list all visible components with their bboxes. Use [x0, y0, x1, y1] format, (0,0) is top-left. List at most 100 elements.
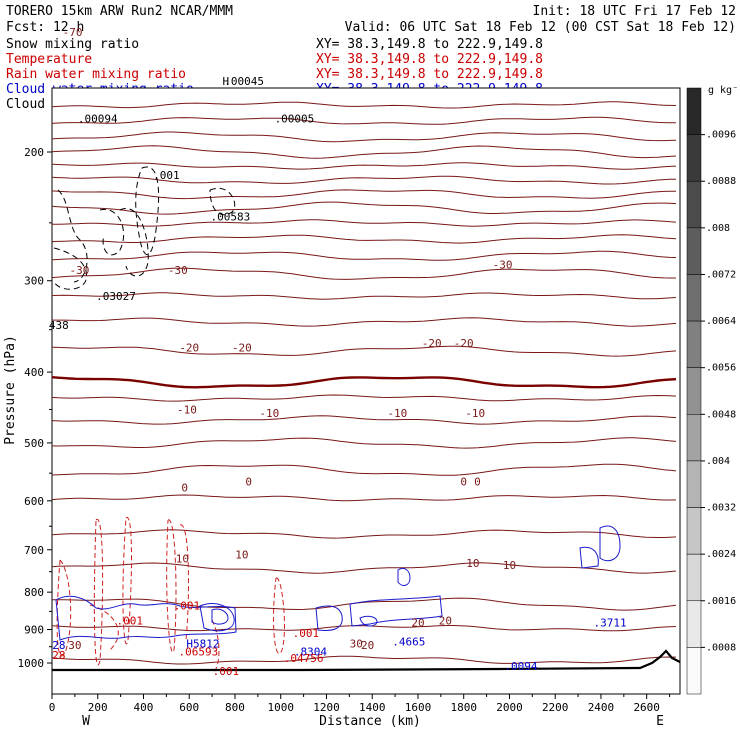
rain-contour: [166, 519, 177, 653]
temperature-contour: [51, 345, 677, 357]
temperature-contour: [51, 394, 677, 402]
mixing-ratio-label: .3711: [594, 616, 627, 629]
rain-contours: [56, 517, 285, 673]
colorbar: .0096 .0088 .008 .0072 .0064 .0056 .0048 .004 .0…: [686, 87, 736, 695]
temperature-labels: -70-30 -30 -30-20 -20 -20 -20-10 -10 -10 -100 0 0 0…: [63, 26, 516, 652]
temperature-contour: [52, 219, 677, 227]
cloud-water-contour: [579, 546, 599, 569]
temperature-label: 0: [474, 476, 481, 489]
colorbar-tick-label: .0096: [706, 130, 736, 141]
x-tick-label: 1000: [267, 701, 294, 714]
mixing-ratio-label: .00005: [275, 113, 315, 126]
header-init-time: Init: 18 UTC Fri 17 Feb 12: [533, 4, 737, 19]
temperature-contour: [51, 415, 677, 425]
temperature-label: -20: [232, 341, 252, 354]
header-forecast-hour: Fcst: 12 h: [6, 20, 84, 35]
temperature-contour: [51, 131, 677, 143]
rain-contour: [179, 524, 189, 641]
temperature-label: -20: [179, 341, 199, 354]
temperature-label: -10: [177, 403, 197, 416]
x-tick-label: 600: [179, 701, 199, 714]
rain-contour: [122, 517, 132, 645]
snow-ice-contour: [99, 208, 125, 256]
temperature-label: 10: [466, 557, 479, 570]
field-name: Temperature: [6, 52, 92, 67]
temperature-label: 20: [411, 616, 424, 629]
temperature-contour: [51, 437, 677, 449]
snow-ice-contour: [57, 189, 88, 283]
temperature-label: -10: [465, 407, 485, 420]
plot-area: -70-30 -30 -30-20 -20 -20 -20-10 -10 -10 -100 0 0 0…: [49, 26, 681, 695]
temperature-contour: [51, 292, 677, 300]
cloud-water-contour: [211, 608, 229, 625]
colorbar-swatch: [686, 274, 702, 322]
mixing-ratio-label: .001: [293, 627, 320, 640]
mixing-ratio-label: .00583: [211, 210, 251, 223]
y-axis-label: Pressure (hPa): [3, 335, 18, 445]
colorbar-swatch: [686, 180, 702, 229]
cloud-water-contour: [349, 595, 443, 627]
temperature-contour: [51, 189, 676, 200]
snow-ice-contour: [119, 207, 149, 277]
y-tick-label: 600: [24, 495, 44, 508]
terrain-line: [52, 649, 681, 672]
colorbar-tick-label: .0008: [706, 642, 736, 653]
colorbar-swatch: [686, 600, 702, 648]
temperature-label: -70: [63, 26, 83, 39]
mixing-ratio-label: 438: [49, 319, 69, 332]
x-axis-right-endpoint: E: [656, 714, 664, 729]
colorbar-tick-label: .0016: [706, 596, 736, 607]
temperature-label: 20: [439, 615, 452, 628]
snow-ice-contour: [209, 187, 236, 216]
x-tick-label: 2000: [496, 701, 523, 714]
mixing-ratio-label: .0094: [504, 660, 537, 673]
temperature-label: 20: [361, 639, 374, 652]
cloud-water-contour: [55, 595, 237, 641]
colorbar-tick-label: .0064: [706, 316, 736, 327]
temperature-zero-contour: [51, 376, 677, 389]
temperature-label: 0: [460, 476, 467, 489]
header-valid-time: Valid: 06 UTC Sat 18 Feb 12 (00 CST Sat …: [345, 20, 736, 35]
mixing-ratio-label: .001: [117, 615, 144, 628]
temperature-label: 10: [503, 559, 516, 572]
x-tick-label: 1600: [405, 701, 432, 714]
colorbar-tick-label: .0048: [706, 409, 736, 420]
y-tick-label: 500: [24, 437, 44, 450]
temperature-label: -20: [454, 337, 474, 350]
colorbar-swatch: [686, 87, 702, 135]
cloud-water-contour: [397, 567, 411, 586]
snow-ice-contour: [53, 247, 87, 290]
colorbar-swatch: [686, 367, 702, 415]
temperature-label: 10: [235, 548, 248, 561]
cloud-water-contour: [199, 603, 235, 632]
y-tick-label: 700: [24, 544, 44, 557]
mixing-ratio-label: .001: [174, 600, 201, 613]
x-tick-label: 2400: [588, 701, 615, 714]
x-tick-label: 2600: [633, 701, 660, 714]
colorbar-swatch: [686, 320, 702, 368]
y-tick-label: 400: [24, 366, 44, 379]
temperature-contour: [51, 175, 677, 185]
temperature-contour: [51, 267, 676, 280]
y-tick-label: 800: [24, 586, 44, 599]
x-tick-label: 400: [134, 701, 154, 714]
x-tick-label: 200: [88, 701, 108, 714]
x-tick-label: 1200: [313, 701, 340, 714]
colorbar-tick-label: .0024: [706, 549, 736, 560]
mixing-ratio-label: .001: [213, 665, 240, 678]
mixing-ratio-label: .00094: [78, 113, 118, 126]
temperature-contours: [51, 101, 677, 665]
temperature-label: -10: [387, 407, 407, 420]
field-name: Snow mixing ratio: [6, 37, 139, 52]
temperature-label: 30: [68, 639, 81, 652]
mixing-ratio-labels: H.00045 .00094 .00005 .001 .00583 .03027 438 .0…: [49, 75, 627, 678]
colorbar-swatch: [686, 134, 702, 182]
temperature-label: 30: [350, 637, 363, 650]
field-section-coords: XY= 38.3,149.8 to 222.9,149.8: [316, 37, 543, 52]
rain-contour: [56, 559, 72, 657]
cloud-water-contour: [599, 525, 621, 562]
terrain-surface: [52, 649, 681, 672]
temperature-contour: [51, 562, 677, 574]
colorbar-swatch: [686, 507, 702, 555]
